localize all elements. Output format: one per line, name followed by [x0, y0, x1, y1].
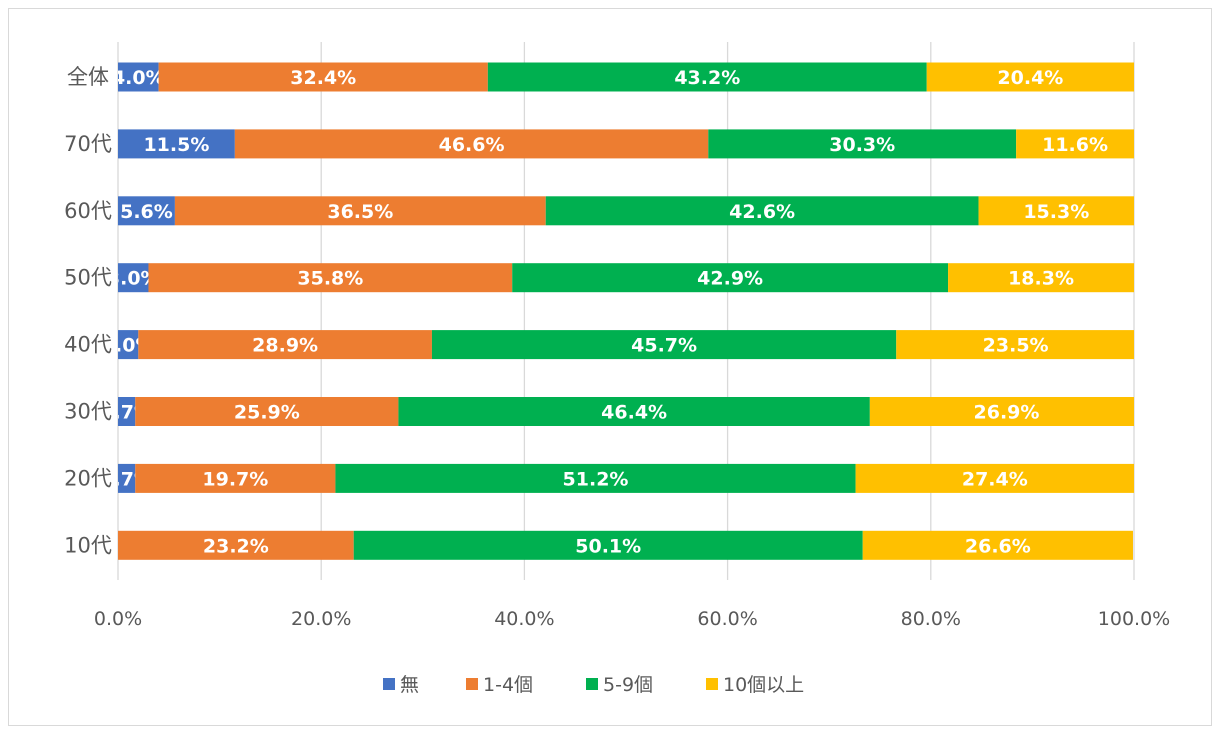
data-label: 46.6% — [439, 134, 505, 156]
legend-label: 無 — [400, 674, 419, 696]
x-tick-label: 40.0% — [494, 608, 554, 630]
data-label: 26.6% — [965, 535, 1031, 557]
data-label: 23.2% — [203, 535, 269, 557]
bar-segment — [869, 397, 1134, 426]
data-label: 32.4% — [290, 67, 356, 89]
legend-item: 1-4個 — [466, 674, 533, 696]
x-tick-label: 80.0% — [901, 608, 961, 630]
bar-segment — [174, 196, 546, 226]
category-label: 30代 — [64, 400, 112, 424]
bar-segment — [135, 463, 336, 493]
bar-segment — [353, 530, 863, 560]
data-label: 42.9% — [697, 268, 763, 290]
x-tick-label: 20.0% — [291, 608, 351, 630]
data-label: 43.2% — [674, 67, 740, 89]
data-label: 36.5% — [327, 201, 393, 223]
data-label: 11.6% — [1042, 134, 1108, 156]
legend-item: 5-9個 — [586, 674, 653, 696]
category-label: 70代 — [64, 132, 112, 156]
bar-segment — [118, 397, 136, 426]
data-label: 51.2% — [563, 468, 629, 490]
bar-segment — [398, 397, 870, 426]
data-label: 11.5% — [143, 134, 209, 156]
category-label: 全体 — [67, 65, 109, 89]
bar-segment — [118, 62, 159, 92]
bar-segment — [118, 129, 235, 159]
legend-swatch — [706, 678, 718, 690]
data-label: 35.8% — [297, 268, 363, 290]
bar-segment — [855, 463, 1134, 493]
category-label: 10代 — [64, 533, 112, 557]
data-label: 28.9% — [252, 335, 318, 357]
data-label: 15.3% — [1023, 201, 1089, 223]
bar-segment — [545, 196, 979, 226]
bar-segment — [335, 463, 856, 493]
bar-segment — [512, 263, 949, 293]
chart-frame — [8, 8, 1212, 726]
value-axis: 0.0% 20.0% 40.0% 60.0% 80.0% 100.0% — [94, 608, 1170, 630]
data-label: 50.1% — [575, 535, 641, 557]
data-label: 20.4% — [997, 67, 1063, 89]
data-label: 19.7% — [202, 468, 268, 490]
data-label: 18.3% — [1008, 268, 1074, 290]
data-label: 26.9% — [974, 402, 1040, 424]
bar-segment — [926, 62, 1134, 92]
bar-segment — [948, 263, 1134, 293]
data-label: 45.7% — [631, 335, 697, 357]
bar-segment — [118, 330, 139, 360]
bars: 4.0% 32.4% 43.2% 20.4% 11.5% 46.6% 30.3% 11.6% 5… — [112, 62, 1134, 560]
data-label: 30.3% — [829, 134, 895, 156]
data-label: 25.9% — [234, 402, 300, 424]
category-label: 60代 — [64, 199, 112, 223]
legend: 無 1-4個 5-9個 10個以上 — [383, 674, 804, 696]
bar-segment — [1016, 129, 1134, 159]
bar-segment — [234, 129, 709, 159]
legend-label: 10個以上 — [723, 674, 804, 696]
legend-item: 無 — [383, 674, 419, 696]
legend-label: 5-9個 — [603, 674, 653, 696]
bar-segment — [135, 397, 399, 426]
data-label: 23.5% — [983, 335, 1049, 357]
bar-segment — [118, 196, 175, 226]
data-label: 5.6% — [120, 201, 173, 223]
bar-segment — [138, 330, 432, 360]
x-tick-label: 0.0% — [94, 608, 142, 630]
category-label: 50代 — [64, 266, 112, 290]
bar-segment — [148, 263, 513, 293]
data-label: 27.4% — [962, 468, 1028, 490]
legend-label: 1-4個 — [483, 674, 533, 696]
bar-segment — [118, 530, 354, 560]
category-axis: 全体 70代 60代 50代 40代 30代 20代 10代 — [64, 65, 112, 557]
bar-segment — [158, 62, 488, 92]
data-label: 46.4% — [601, 402, 667, 424]
bar-segment — [431, 330, 897, 360]
legend-swatch — [586, 678, 598, 690]
bar-segment — [118, 263, 149, 293]
category-label: 20代 — [64, 466, 112, 490]
gridlines — [117, 42, 1135, 580]
legend-swatch — [466, 678, 478, 690]
legend-swatch — [383, 678, 395, 690]
bar-segment — [978, 196, 1134, 226]
bar-segment — [487, 62, 927, 92]
data-label: 4.0% — [112, 67, 165, 89]
bar-segment — [708, 129, 1017, 159]
legend-item: 10個以上 — [706, 674, 804, 696]
bar-segment — [118, 463, 136, 493]
x-tick-label: 60.0% — [697, 608, 757, 630]
category-label: 40代 — [64, 333, 112, 357]
bar-segment — [862, 530, 1133, 560]
x-tick-label: 100.0% — [1098, 608, 1170, 630]
bar-segment — [896, 330, 1134, 360]
data-label: 42.6% — [729, 201, 795, 223]
